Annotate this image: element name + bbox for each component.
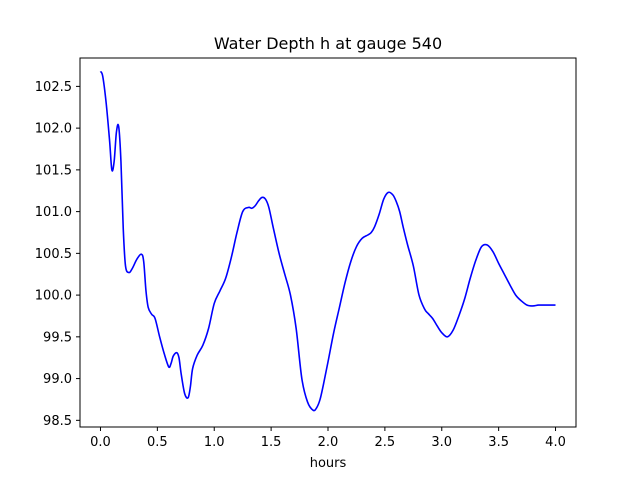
x-axis: 0.0 0.5 1.0 1.5 2.0 2.5 3.0 3.5 4.0 <box>90 427 566 450</box>
y-tick-label: 102.5 <box>35 80 72 95</box>
plot-area <box>80 58 576 427</box>
x-tick-label: 0.5 <box>147 435 168 450</box>
x-tick-label: 0.0 <box>90 435 111 450</box>
y-tick-label: 100.5 <box>35 247 72 262</box>
y-tick-label: 102.0 <box>35 122 72 137</box>
series-line <box>99 70 556 412</box>
x-tick-label: 2.5 <box>375 435 396 450</box>
y-tick-label: 99.5 <box>43 330 72 345</box>
series-layer <box>99 70 556 412</box>
x-tick-label: 4.0 <box>545 435 566 450</box>
x-tick-label: 1.5 <box>261 435 282 450</box>
y-tick-label: 98.5 <box>43 414 72 429</box>
y-tick-label: 101.5 <box>35 163 72 178</box>
x-tick-label: 1.0 <box>204 435 225 450</box>
y-tick-label: 99.0 <box>43 372 72 387</box>
y-axis: 98.5 99.0 99.5 100.0 100.5 101.0 101.5 102.0 102… <box>35 80 80 429</box>
x-tick-label: 3.0 <box>431 435 452 450</box>
x-tick-label: 3.5 <box>488 435 509 450</box>
y-tick-label: 100.0 <box>35 289 72 304</box>
chart-title: Water Depth h at gauge 540 <box>214 34 442 53</box>
y-tick-label: 101.0 <box>35 205 72 220</box>
x-tick-label: 2.0 <box>318 435 339 450</box>
x-axis-label: hours <box>310 456 347 471</box>
